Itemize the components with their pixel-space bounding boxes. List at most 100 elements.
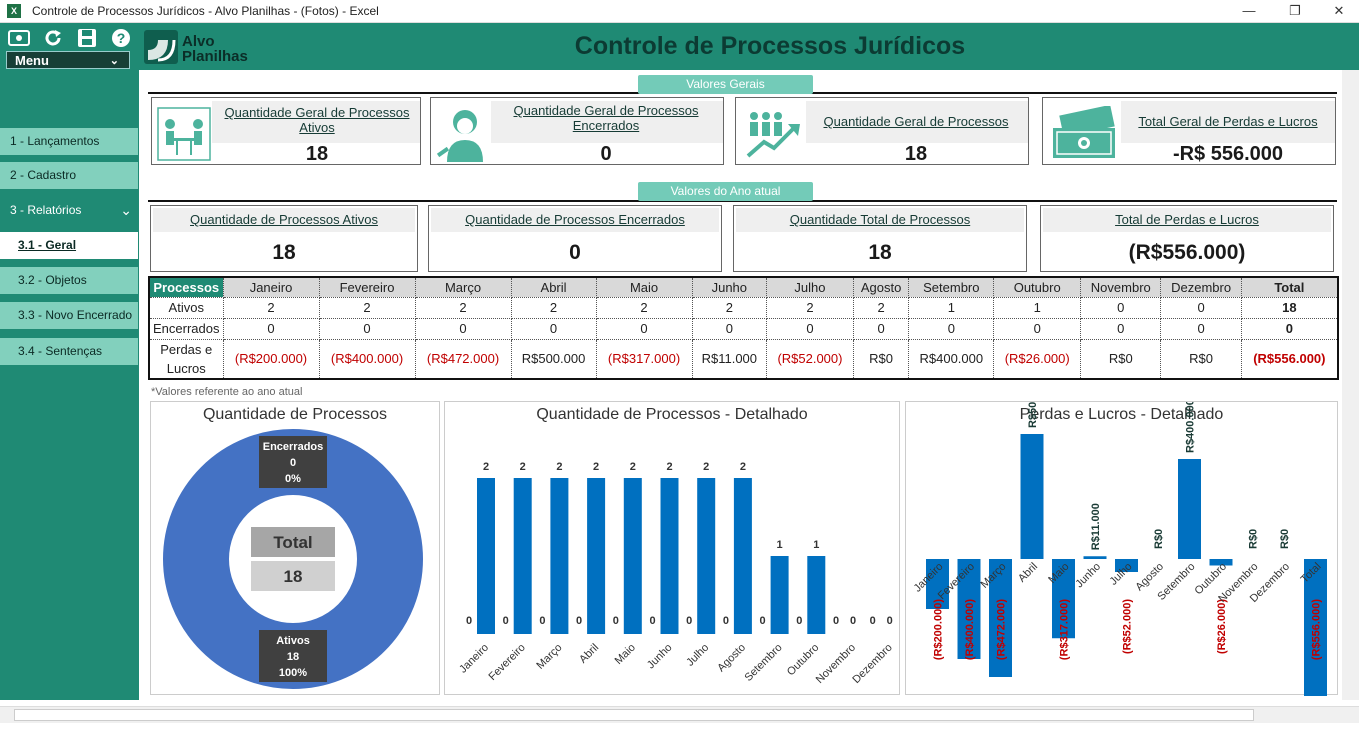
eye-icon[interactable] — [8, 28, 30, 48]
data-label: 0 — [466, 615, 472, 627]
help-icon[interactable]: ? — [110, 28, 132, 48]
table-cell[interactable]: (R$52.000) — [766, 338, 854, 379]
table-cell[interactable]: R$400.000 — [908, 338, 995, 379]
menu-dropdown[interactable]: Menu ⌄ — [6, 51, 130, 69]
table-header: Processos — [148, 276, 224, 298]
table-cell[interactable]: 2 — [852, 296, 910, 319]
vertical-scrollbar[interactable] — [1342, 70, 1359, 700]
table-cell[interactable]: 0 — [1080, 317, 1162, 340]
table-cell[interactable]: 0 — [766, 317, 854, 340]
slice-label-value: 0 — [290, 457, 296, 469]
card-value: 18 — [305, 143, 329, 165]
chevron-down-icon: ⌄ — [120, 202, 132, 218]
sidebar-item-objetos[interactable]: 3.2 - Objetos — [0, 267, 138, 294]
judge-icon — [436, 110, 483, 162]
sidebar-item-label: 3 - Relatórios — [10, 203, 82, 217]
table-cell[interactable]: 0 — [222, 317, 320, 340]
close-button[interactable]: ✕ — [1333, 3, 1345, 18]
table-cell[interactable]: 0 — [1080, 296, 1162, 319]
slice-label-name: Encerrados — [263, 441, 324, 453]
table-cell[interactable]: (R$26.000) — [993, 338, 1082, 379]
table-header: Agosto — [852, 276, 910, 298]
table-header: Maio — [595, 276, 693, 298]
sidebar-item-lancamentos[interactable]: 1 - Lançamentos — [0, 128, 138, 155]
section-label-current-year: Valores do Ano atual — [638, 182, 813, 201]
restore-button[interactable]: ❐ — [1289, 3, 1301, 18]
data-label: 1 — [813, 539, 819, 551]
table-cell[interactable]: 0 — [595, 317, 693, 340]
divider — [148, 200, 1337, 202]
footnote: *Valores referente ao ano atual — [151, 386, 303, 398]
table-cell[interactable]: 2 — [595, 296, 693, 319]
data-label: 2 — [520, 461, 526, 473]
bar — [1178, 459, 1201, 559]
refresh-icon[interactable] — [42, 28, 64, 48]
table-cell[interactable]: (R$317.000) — [595, 338, 693, 379]
table-cell[interactable]: 18 — [1240, 296, 1339, 319]
table-cell[interactable]: R$0 — [1160, 338, 1242, 379]
scrollbar-thumb[interactable] — [14, 709, 1254, 721]
data-label: R$500.000 — [1027, 402, 1039, 428]
sidebar-item-novo-encerrado[interactable]: 3.3 - Novo Encerrado — [0, 302, 138, 329]
table-cell[interactable]: (R$472.000) — [414, 338, 512, 379]
data-label: 2 — [483, 461, 489, 473]
table-header: Outubro — [993, 276, 1082, 298]
table-cell[interactable]: 0 — [993, 317, 1082, 340]
bar — [1052, 559, 1075, 639]
save-icon[interactable] — [76, 28, 98, 48]
card-value: 0 — [569, 241, 581, 264]
bar — [733, 478, 752, 634]
sidebar-item-relatorios[interactable]: 3 - Relatórios ⌄ — [0, 197, 138, 224]
table-cell[interactable]: 0 — [510, 317, 597, 340]
table-cell[interactable]: 0 — [691, 317, 768, 340]
card-value: 18 — [904, 143, 928, 165]
table-header: Setembro — [908, 276, 995, 298]
table-cell[interactable]: 0 — [1160, 296, 1242, 319]
table-cell[interactable]: 2 — [414, 296, 512, 319]
table-header: Fevereiro — [318, 276, 416, 298]
svg-text:?: ? — [117, 30, 126, 46]
table-cell[interactable]: 0 — [908, 317, 995, 340]
table-cell[interactable]: 0 — [318, 317, 416, 340]
tick-label: Maio — [613, 642, 638, 667]
table-cell[interactable]: (R$556.000) — [1240, 338, 1339, 379]
card-label: Total Geral de Perdas e Lucros — [1138, 114, 1318, 129]
sidebar-item-geral[interactable]: 3.1 - Geral — [0, 232, 138, 259]
card-general-closed: Quantidade Geral de Processos Encerrados… — [430, 97, 724, 165]
center-value: 18 — [284, 567, 303, 586]
table-cell[interactable]: 0 — [1160, 317, 1242, 340]
profit-svg: (R$200.000)Janeiro(R$400.000)Fevereiro(R… — [912, 402, 1327, 696]
table-cell[interactable]: R$500.000 — [510, 338, 597, 379]
table-cell[interactable]: 2 — [766, 296, 854, 319]
table-cell[interactable]: 2 — [691, 296, 768, 319]
sidebar-item-cadastro[interactable]: 2 - Cadastro — [0, 162, 138, 189]
table-cell[interactable]: 2 — [318, 296, 416, 319]
table-cell[interactable]: 0 — [1240, 317, 1339, 340]
table-cell[interactable]: 2 — [222, 296, 320, 319]
monthly-table: Processos Janeiro Fevereiro Março Abril … — [148, 276, 1339, 380]
section-label-general: Valores Gerais — [638, 75, 813, 94]
table-cell[interactable]: 2 — [510, 296, 597, 319]
table-cell[interactable]: R$11.000 — [691, 338, 768, 379]
data-label: 0 — [539, 615, 545, 627]
card-year-closed: Quantidade de Processos Encerrados 0 — [428, 205, 722, 272]
table-cell[interactable]: 1 — [908, 296, 995, 319]
table-cell[interactable]: (R$400.000) — [318, 338, 416, 379]
table-cell[interactable]: 0 — [852, 317, 910, 340]
tick-label: Julho — [684, 642, 711, 669]
table-cell[interactable]: R$0 — [852, 338, 910, 379]
sidebar-item-sentencas[interactable]: 3.4 - Sentenças — [0, 338, 138, 365]
data-label: 1 — [777, 539, 783, 551]
card-general-profit: Total Geral de Perdas e Lucros -R$ 556.0… — [1042, 97, 1336, 165]
chart-profit-bars: Perdas e Lucros - Detalhado (R$200.000) J… — [905, 401, 1338, 696]
card-label: Quantidade de Processos Ativos — [190, 212, 378, 227]
table-cell[interactable]: (R$200.000) — [222, 338, 320, 379]
table-cell[interactable]: R$0 — [1080, 338, 1162, 379]
table-cell[interactable]: 1 — [993, 296, 1082, 319]
horizontal-scrollbar[interactable] — [0, 706, 1359, 723]
table-cell[interactable]: 0 — [414, 317, 512, 340]
table-row: Encerrados 0 0 0 0 0 0 0 0 0 0 0 0 0 — [148, 317, 1339, 340]
minimize-button[interactable]: — — [1242, 3, 1256, 18]
card-label: Quantidade de Processos Encerrados — [465, 212, 685, 227]
data-label: R$0 — [1153, 529, 1165, 549]
